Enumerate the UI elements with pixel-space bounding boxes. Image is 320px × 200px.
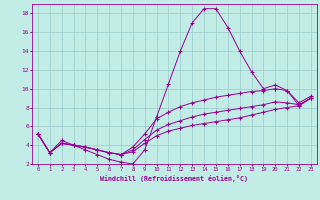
X-axis label: Windchill (Refroidissement éolien,°C): Windchill (Refroidissement éolien,°C) — [100, 175, 248, 182]
